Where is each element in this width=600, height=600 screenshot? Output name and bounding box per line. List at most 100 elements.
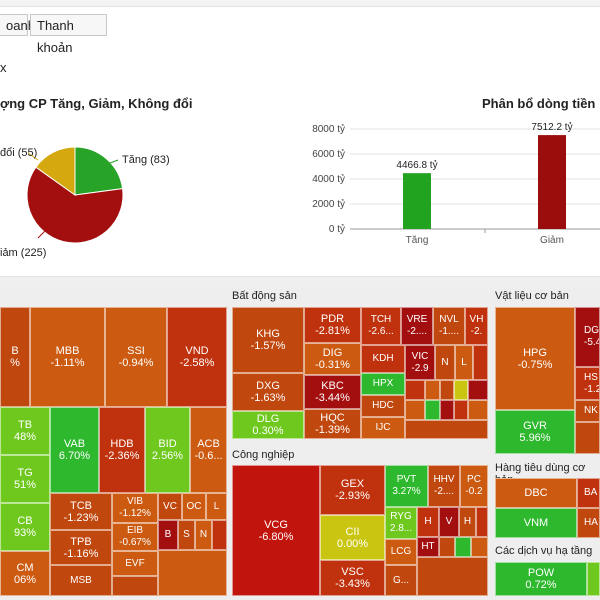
- section-separator: [0, 276, 600, 287]
- tile-stock[interactable]: B: [158, 520, 178, 550]
- y-tick-label: 4000 tỷ: [312, 173, 345, 185]
- pie-label-flat: đổi (55): [0, 147, 37, 159]
- tile-stock[interactable]: VRE -2....: [401, 307, 433, 345]
- tile-stock[interactable]: MSB: [50, 565, 112, 596]
- tile-stock[interactable]: NK: [575, 400, 600, 422]
- tile-stock[interactable]: KHG -1.57%: [232, 307, 304, 373]
- tile-stock: [471, 537, 488, 557]
- tile-stock: [158, 550, 227, 596]
- tile-stock[interactable]: N: [435, 345, 455, 380]
- tile-stock[interactable]: HS -1.2: [575, 367, 600, 400]
- tile-stock[interactable]: GVR 5.96%: [495, 410, 575, 454]
- tile-stock[interactable]: TG 51%: [0, 455, 50, 503]
- tile-stock: [440, 380, 454, 400]
- tile-stock[interactable]: HT: [417, 537, 439, 557]
- tile-stock[interactable]: MBB -1.11%: [30, 307, 105, 407]
- tile-stock[interactable]: DXG -1.63%: [232, 373, 304, 411]
- bar-down[interactable]: [538, 135, 566, 229]
- tile-stock: [454, 380, 468, 400]
- tile-stock[interactable]: ACB -0.6...: [190, 407, 227, 493]
- pie-label-down: iảm (225): [0, 247, 46, 259]
- bar-value-label-up: 4466.8 tỷ: [396, 159, 437, 171]
- tile-stock[interactable]: G...: [385, 565, 417, 596]
- tile-stock[interactable]: SSI -0.94%: [105, 307, 167, 407]
- tile-stock[interactable]: VIB -1.12%: [112, 493, 158, 523]
- tile-stock[interactable]: POW 0.72%: [495, 562, 587, 596]
- tile-stock: [468, 380, 488, 400]
- tile-stock[interactable]: VND -2.58%: [167, 307, 227, 407]
- tile-stock[interactable]: PC -0.2: [460, 465, 488, 507]
- tile-stock[interactable]: HHV -2....: [428, 465, 460, 507]
- tile-stock[interactable]: PVT 3.27%: [385, 465, 428, 507]
- tile-stock[interactable]: IJC: [361, 417, 405, 439]
- bar-chart: 0 tỷ 2000 tỷ 4000 tỷ 6000 tỷ 8000 tỷ 446…: [312, 121, 600, 246]
- tile-stock[interactable]: VCG -6.80%: [232, 465, 320, 596]
- tab-liquidity[interactable]: Thanh khoản: [30, 14, 107, 55]
- tile-stock[interactable]: HQC -1.39%: [304, 409, 361, 439]
- tile-stock[interactable]: HA: [577, 508, 600, 538]
- section-label: x: [0, 60, 7, 75]
- y-tick-label: 6000 tỷ: [312, 148, 345, 160]
- tile-stock[interactable]: NVL -1....: [433, 307, 465, 345]
- tile-stock[interactable]: VNM: [495, 508, 577, 538]
- y-tick-label: 8000 tỷ: [312, 123, 345, 135]
- tile-stock[interactable]: TPB -1.16%: [50, 530, 112, 565]
- tile-stock: [575, 422, 600, 454]
- tile-stock[interactable]: TCH -2.6...: [361, 307, 401, 345]
- tile-stock: [439, 537, 455, 557]
- tile-stock[interactable]: PDR -2.81%: [304, 307, 361, 343]
- tile-stock[interactable]: S: [178, 520, 195, 550]
- tile-stock[interactable]: EIB -0.67%: [112, 523, 158, 551]
- tile-stock[interactable]: VC: [158, 493, 182, 520]
- tile-stock[interactable]: HPG -0.75%: [495, 307, 575, 410]
- panel-title-industrials: Công nghiệp: [232, 449, 295, 461]
- pie-slice-flat[interactable]: [35, 146, 76, 196]
- tile-stock[interactable]: H: [417, 507, 439, 537]
- tile-stock[interactable]: L: [455, 345, 473, 380]
- tile-stock[interactable]: CM 06%: [0, 551, 50, 596]
- tile-stock[interactable]: CB 93%: [0, 503, 50, 551]
- panel-title-basic-materials: Vật liệu cơ bản: [495, 290, 569, 302]
- tile-stock[interactable]: DBC: [495, 478, 577, 508]
- tile-stock: [455, 537, 471, 557]
- tile-stock: [468, 400, 488, 420]
- tile-stock[interactable]: B%: [0, 307, 30, 407]
- tile-stock[interactable]: TCB -1.23%: [50, 493, 112, 530]
- tile-stock[interactable]: BA: [577, 478, 600, 508]
- pie-slice-up[interactable]: [74, 146, 124, 196]
- tab-revenue[interactable]: oanh: [0, 14, 35, 36]
- tile-stock[interactable]: EVF: [112, 551, 158, 576]
- tile-stock[interactable]: N: [195, 520, 212, 550]
- pie-chart: Tăng (83) đổi (55) iảm (225): [0, 146, 170, 259]
- tile-stock: [405, 400, 425, 420]
- tile-stock[interactable]: DLG 0.30%: [232, 411, 304, 439]
- tile-stock[interactable]: HDC: [361, 395, 405, 417]
- tile-stock[interactable]: HDB -2.36%: [99, 407, 145, 493]
- tile-stock[interactable]: TB 48%: [0, 407, 50, 455]
- tile-stock[interactable]: DIG -0.31%: [304, 343, 361, 375]
- tile-stock[interactable]: KBC -3.44%: [304, 375, 361, 409]
- tile-stock[interactable]: H: [459, 507, 476, 537]
- tile-stock[interactable]: VH -2.: [465, 307, 488, 345]
- tile-stock: [587, 562, 600, 596]
- tile-stock: [417, 557, 488, 596]
- bar-up[interactable]: [403, 173, 431, 229]
- tile-stock[interactable]: VIC -2.9: [405, 345, 435, 380]
- tile-stock[interactable]: DG -5.4: [575, 307, 600, 367]
- tile-stock[interactable]: CII 0.00%: [320, 515, 385, 560]
- tile-stock[interactable]: RYG 2.8...: [385, 507, 417, 539]
- tile-stock[interactable]: VSC -3.43%: [320, 560, 385, 596]
- y-tick-label: 0 tỷ: [329, 223, 345, 235]
- tile-stock[interactable]: VAB 6.70%: [50, 407, 99, 493]
- tile-stock: [425, 380, 440, 400]
- tile-stock[interactable]: L: [206, 493, 227, 520]
- tile-stock[interactable]: OC: [182, 493, 206, 520]
- tile-stock[interactable]: BID 2.56%: [145, 407, 190, 493]
- tile-stock[interactable]: V: [439, 507, 459, 537]
- tile-stock[interactable]: HPX: [361, 373, 405, 395]
- pie-slice-down[interactable]: [26, 166, 124, 244]
- tile-stock[interactable]: KDH: [361, 345, 405, 373]
- tile-stock[interactable]: LCG: [385, 539, 417, 565]
- panel-title-infrastructure: Các dịch vụ hạ tầng: [495, 545, 593, 557]
- tile-stock[interactable]: GEX -2.93%: [320, 465, 385, 515]
